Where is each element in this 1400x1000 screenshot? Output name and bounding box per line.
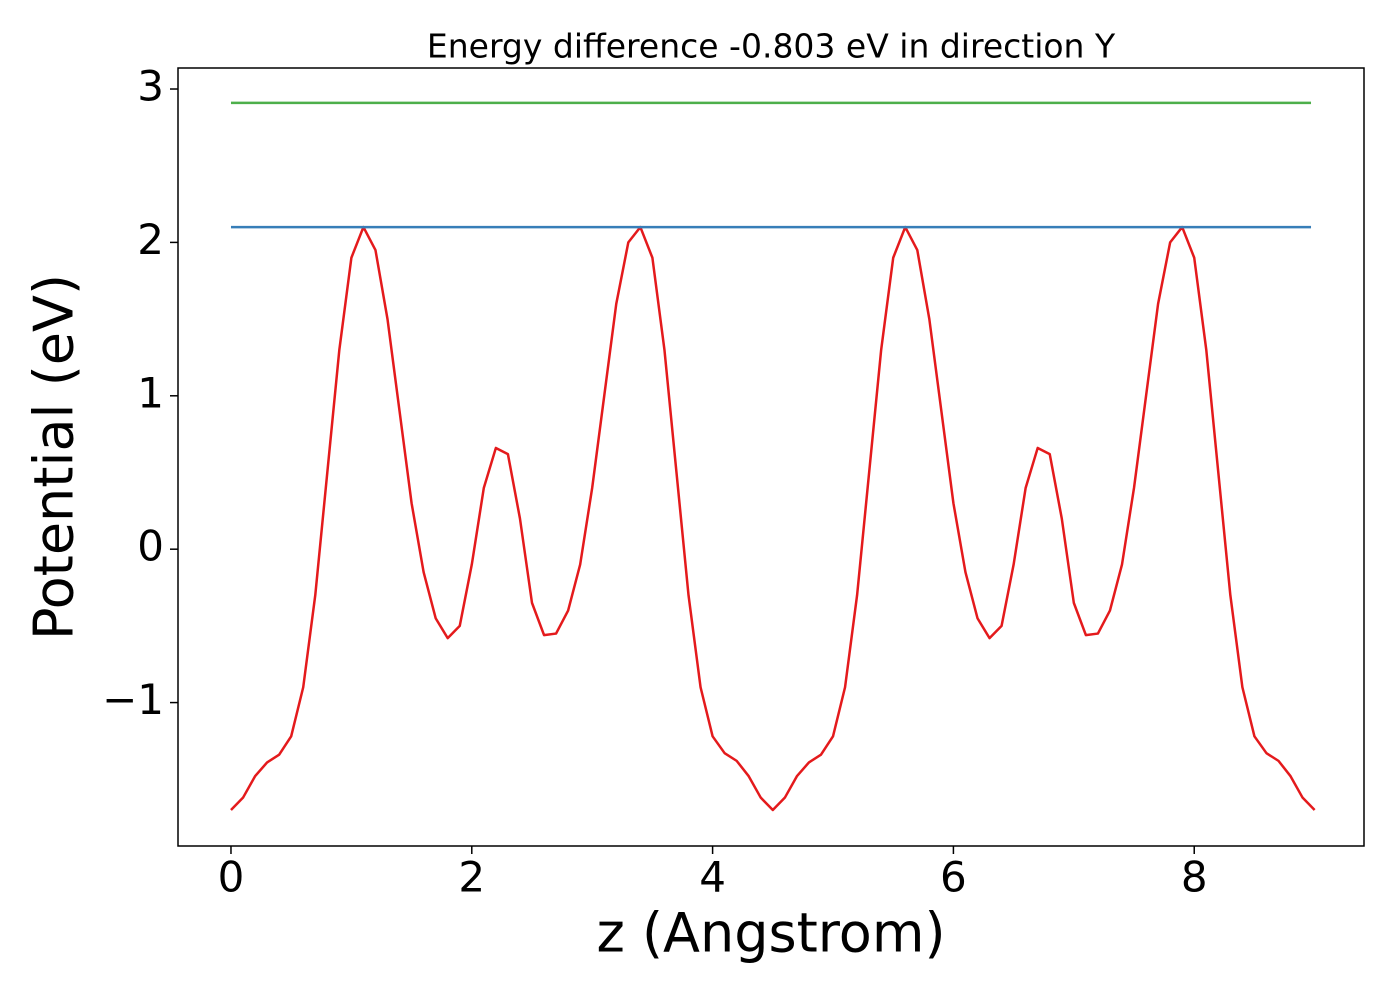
line (230, 225, 1316, 812)
x-tick-label: 2 (458, 853, 485, 902)
y-tick-label: 3 (137, 62, 164, 111)
x-axis-label: z (Angstrom) (596, 902, 945, 965)
x-tick-label: 0 (218, 853, 245, 902)
x-tick-label: 6 (940, 853, 967, 902)
y-tick-label: 1 (137, 368, 164, 417)
x-tick-label: 4 (699, 853, 726, 902)
y-axis-label: Potential (eV) (23, 274, 86, 640)
chart-title: Energy difference -0.803 eV in direction… (427, 27, 1116, 66)
x-tick-label: 8 (1181, 853, 1208, 902)
plot-frame (177, 67, 1365, 847)
y-tick-label: 2 (137, 215, 164, 264)
y-tick-label: −1 (102, 675, 164, 724)
y-tick-label: 0 (137, 522, 164, 571)
